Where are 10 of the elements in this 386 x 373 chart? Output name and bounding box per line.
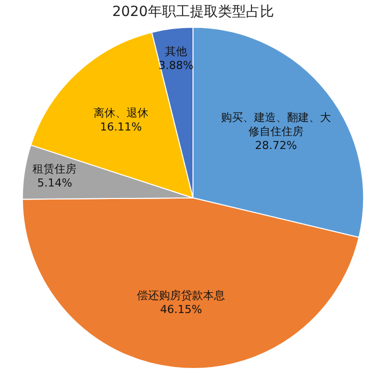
- slice-label: 其他: [164, 44, 187, 58]
- data-label: 16.11%: [100, 120, 142, 134]
- slice-label: 偿还购房贷款本息: [137, 288, 226, 302]
- slice-label: 离休、退休: [93, 106, 148, 120]
- data-label: 5.14%: [37, 176, 72, 190]
- chart-title: 2020年职工提取类型占比: [112, 4, 274, 20]
- slice-label: 购买、建造、翻建、大修自住住房: [221, 111, 332, 138]
- data-label: 28.72%: [255, 139, 297, 152]
- data-label: 46.15%: [160, 302, 202, 316]
- slice-label: 租赁住房: [32, 162, 77, 176]
